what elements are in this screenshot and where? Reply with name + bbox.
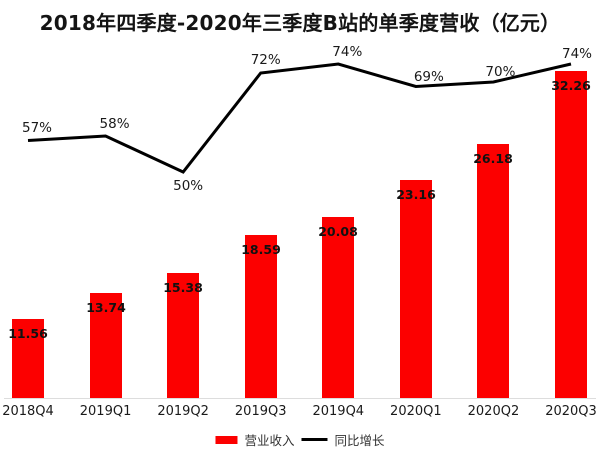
revenue-bar-value: 26.18 xyxy=(473,151,513,166)
revenue-bar: 13.74 xyxy=(86,293,126,398)
x-axis-label: 2019Q1 xyxy=(79,404,132,419)
chart-title: 2018年四季度-2020年三季度B站的单季度营收（亿元） xyxy=(39,11,561,35)
revenue-bar-value: 23.16 xyxy=(396,187,436,202)
revenue-bar: 15.38 xyxy=(163,273,203,398)
growth-point-label: 70% xyxy=(485,64,516,80)
revenue-bar: 18.59 xyxy=(241,235,281,398)
growth-point-label: 57% xyxy=(21,120,53,136)
x-axis-line xyxy=(4,398,596,399)
revenue-bar-value: 13.74 xyxy=(86,300,126,315)
x-axis-label: 2019Q2 xyxy=(157,404,209,419)
growth-point-label: 74% xyxy=(332,44,363,60)
growth-legend-label: 同比增长 xyxy=(334,433,385,448)
revenue-bar-value: 11.56 xyxy=(8,326,48,341)
x-axis-label: 2019Q4 xyxy=(312,404,365,419)
revenue-bar-value: 18.59 xyxy=(241,242,281,257)
revenue-bar-value: 20.08 xyxy=(318,224,358,239)
growth-point-label: 69% xyxy=(413,69,444,85)
growth-point-label: 74% xyxy=(561,46,592,62)
growth-line-path xyxy=(27,62,572,174)
x-axis-label: 2020Q1 xyxy=(390,404,442,419)
growth-point-label: 50% xyxy=(173,178,204,194)
growth-point-label: 58% xyxy=(99,116,130,132)
revenue-bar: 20.08 xyxy=(318,217,358,398)
revenue-bar: 23.16 xyxy=(396,180,436,398)
revenue-bar: 32.26 xyxy=(551,71,591,398)
chart-legend: 营业收入 同比增长 xyxy=(215,430,385,449)
revenue-legend-swatch xyxy=(215,435,238,444)
revenue-legend-label: 营业收入 xyxy=(244,433,295,448)
revenue-bar-value: 32.26 xyxy=(551,78,591,93)
revenue-bar: 26.18 xyxy=(473,144,513,398)
revenue-bar: 11.56 xyxy=(8,319,48,398)
growth-point-label: 72% xyxy=(250,52,281,68)
growth-legend-line xyxy=(301,438,328,441)
x-axis-label: 2020Q2 xyxy=(467,404,520,419)
x-axis-label: 2018Q4 xyxy=(2,404,54,419)
x-axis-label: 2019Q3 xyxy=(234,404,287,419)
revenue-bar-value: 15.38 xyxy=(163,280,203,295)
x-axis-label: 2020Q3 xyxy=(545,404,597,419)
